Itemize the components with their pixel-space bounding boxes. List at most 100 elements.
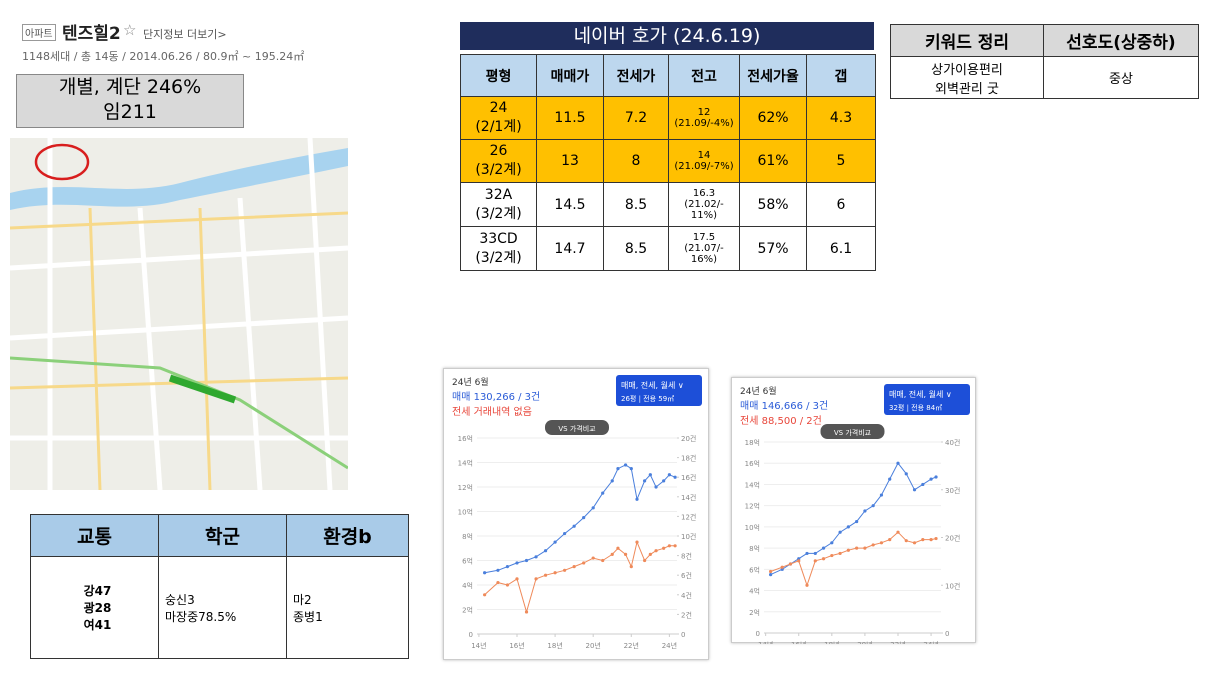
y2-tick-label: 20건	[945, 534, 960, 543]
jeonse-summary: 전세 거래내역 없음	[452, 405, 532, 418]
cell: 7.2	[603, 96, 669, 140]
cell: 중상	[1043, 56, 1199, 99]
x-tick-label: 14년	[471, 641, 486, 650]
period: 24년 6월	[740, 385, 777, 397]
y2-tick-label: 16건	[681, 473, 696, 482]
y-tick-label: 16억	[458, 435, 473, 443]
y-tick-label: 16억	[745, 460, 760, 468]
info: 1148세대 / 총 14동 / 2014.06.26 / 80.9㎡ ~ 19…	[22, 50, 305, 63]
note-line: 개별, 계단 246%	[58, 76, 202, 98]
cell-line: 상가이용편리	[931, 62, 1003, 78]
cell-line: 광28	[83, 601, 112, 615]
price-point	[934, 475, 938, 479]
price-point	[830, 541, 834, 545]
price-point	[921, 482, 925, 487]
target-circle	[34, 143, 90, 181]
price-line	[770, 462, 937, 576]
row: 키워드 정리 선호도(상중하)	[890, 24, 1199, 57]
type-button[interactable]	[884, 384, 970, 415]
price-point	[505, 583, 510, 587]
y-tick-label: 14억	[458, 460, 473, 468]
price-point	[505, 565, 510, 569]
y2-tick-label: 20건	[681, 434, 696, 443]
cell: 13	[536, 139, 604, 183]
price-point	[610, 552, 614, 556]
row: 32A (3/2계) 14.5 8.5 16.3 (21.02/- 11%) 58% 6	[460, 182, 876, 227]
more-link[interactable]: 단지정보 더보기>	[143, 28, 227, 41]
price-point	[888, 477, 892, 481]
price-point	[582, 516, 586, 520]
y-tick-label: 6억	[749, 566, 760, 574]
y2-tick-label: 40건	[945, 438, 960, 447]
price-point	[534, 555, 538, 559]
y2-tick-label: 10건	[681, 532, 696, 541]
cell: 6	[806, 182, 876, 227]
table: 평형 매매가 전세가 전고 전세가율 갭 24 (2/1계) 11.5 7.2 12 (21.09/-…	[460, 54, 876, 271]
vs-pill[interactable]	[820, 424, 885, 439]
price-point	[667, 544, 671, 548]
y2-tick-label: 2건	[681, 610, 692, 619]
type-button[interactable]	[616, 375, 702, 406]
price-point	[896, 530, 900, 534]
cell: 26 (3/2계)	[460, 139, 537, 183]
cell-line: (2/1계)	[475, 119, 522, 135]
price-point	[813, 559, 817, 563]
price-point	[846, 525, 850, 529]
y-tick-label: 4억	[462, 582, 473, 590]
map	[10, 138, 348, 490]
y-tick-label: 0	[756, 630, 760, 638]
row: 33CD (3/2계) 14.7 8.5 17.5 (21.07/- 16%) 57% 6.1	[460, 226, 876, 271]
price-point	[572, 524, 576, 528]
cell: 학군	[158, 514, 287, 557]
price-point	[496, 580, 500, 585]
row: 교통 학군 환경b	[30, 514, 409, 557]
cell: 숭신3 마장중78.5%	[158, 556, 287, 659]
price-point	[623, 463, 628, 467]
price-point	[780, 565, 784, 569]
table: 키워드 정리 선호도(상중하) 상가이용편리 외벽관리 굿 중상	[890, 24, 1199, 99]
price-point	[648, 552, 652, 556]
y-tick-label: 12억	[745, 503, 760, 511]
y2-tick-label: 12건	[681, 512, 696, 521]
price-point	[921, 538, 925, 542]
cell-line: (3/2계)	[475, 249, 522, 266]
y-tick-label: 8억	[462, 533, 473, 541]
x-tick-label: 18년	[547, 641, 562, 650]
area-table-wrap: 교통 학군 환경b 강47 광28 여41 숭신3 마장중78.5% 마2 종병1	[30, 514, 409, 659]
y2-tick-label: 10건	[945, 581, 960, 590]
size-label: 32평 | 전용 84㎡	[889, 403, 942, 412]
cell: 전세가	[603, 54, 669, 97]
cell: 11.5	[536, 96, 604, 140]
cell: 32A (3/2계)	[460, 182, 537, 227]
price-point	[673, 475, 677, 479]
chart-card: 24년 6월 매매 146,666 / 3건 전세 88,500 / 2건 매매, 전…	[731, 377, 976, 649]
star[interactable]: ☆	[123, 21, 137, 39]
price-point	[929, 477, 933, 481]
price-point	[483, 593, 487, 597]
price-point	[629, 565, 633, 569]
price-point	[788, 562, 793, 566]
vs-pill[interactable]	[545, 420, 609, 435]
price-point	[934, 536, 938, 541]
price-point	[629, 467, 633, 471]
y-tick-label: 4억	[749, 588, 760, 596]
price-point	[879, 541, 884, 545]
price-point	[553, 571, 557, 575]
cell-line: 17.5	[692, 232, 716, 243]
type-button-label: 매매, 전세, 월세 ∨	[621, 380, 684, 390]
price-point	[797, 559, 801, 563]
cell-line: (3/2계)	[475, 162, 522, 178]
price-point	[662, 546, 666, 550]
cell-line: 종병1	[293, 609, 323, 624]
cell-line: 강47	[83, 584, 112, 598]
cell: 8.5	[603, 182, 669, 227]
cell-line: (3/2계)	[475, 205, 522, 222]
naver-title: 네이버 호가 (24.6.19)	[460, 22, 874, 50]
price-point	[654, 485, 658, 489]
price-point	[769, 569, 773, 574]
price-point	[635, 540, 639, 544]
y2-tick-label: 4건	[681, 591, 692, 600]
cell: 17.5 (21.07/- 16%)	[668, 226, 740, 271]
